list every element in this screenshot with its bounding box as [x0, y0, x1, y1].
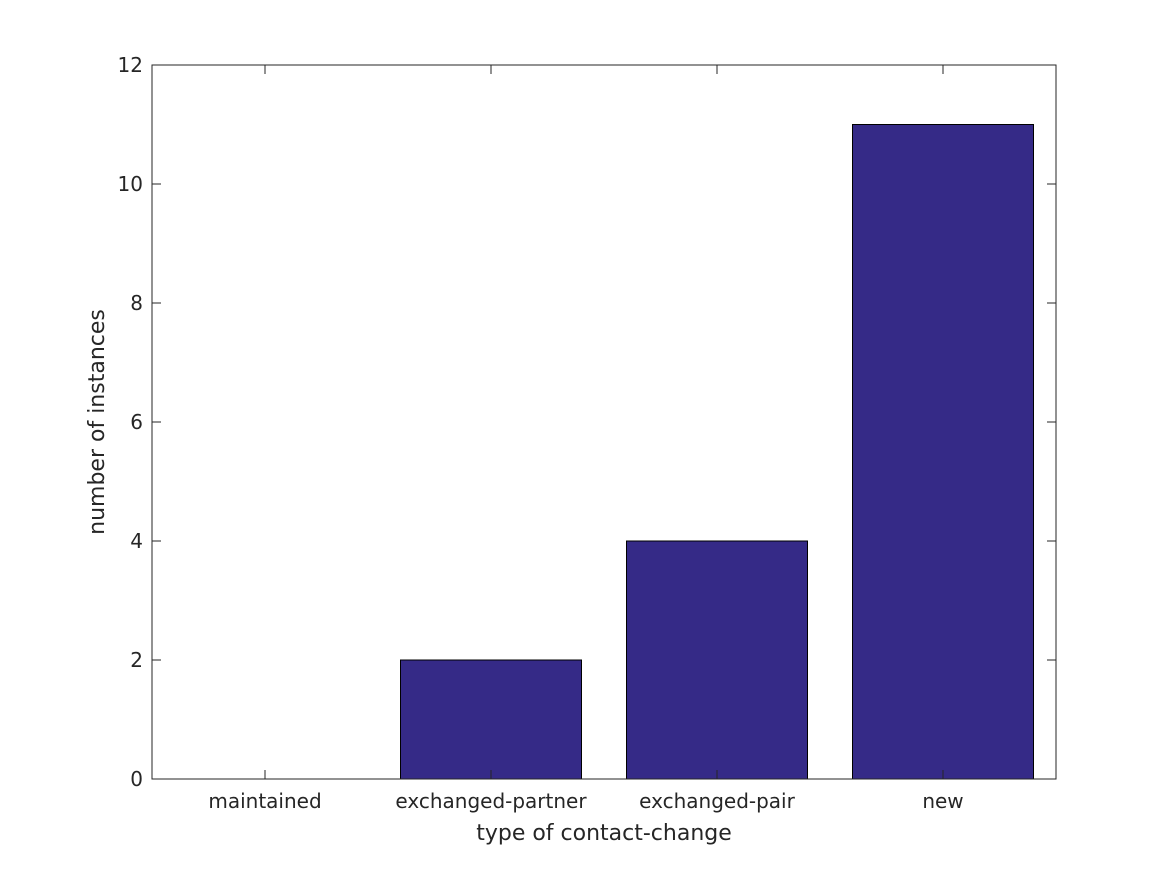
x-tick-labels: maintained exchanged-partner exchanged-pai… [208, 789, 963, 813]
axes-box [151, 64, 1057, 780]
y-tick-label: 4 [130, 529, 143, 553]
bar-new [852, 124, 1034, 780]
y-tick-label: 2 [130, 648, 143, 672]
bar-exchanged-pair [626, 540, 808, 780]
x-tick-label: new [922, 789, 963, 813]
y-tick-label: 6 [130, 410, 143, 434]
y-tick-label: 10 [118, 172, 143, 196]
x-tick-label: exchanged-partner [395, 789, 587, 813]
bars-group [400, 124, 1034, 780]
x-tick-label: maintained [208, 789, 321, 813]
x-tick-label: exchanged-pair [639, 789, 795, 813]
y-tick-label: 0 [130, 767, 143, 791]
bar-exchanged-partner [400, 659, 582, 780]
y-axis-label: number of instances [85, 309, 110, 535]
y-tick-label: 8 [130, 291, 143, 315]
y-tick-label: 12 [118, 53, 143, 77]
x-axis-label: type of contact-change [476, 821, 732, 846]
y-tick-labels: 0 2 4 6 8 10 12 [118, 53, 143, 791]
